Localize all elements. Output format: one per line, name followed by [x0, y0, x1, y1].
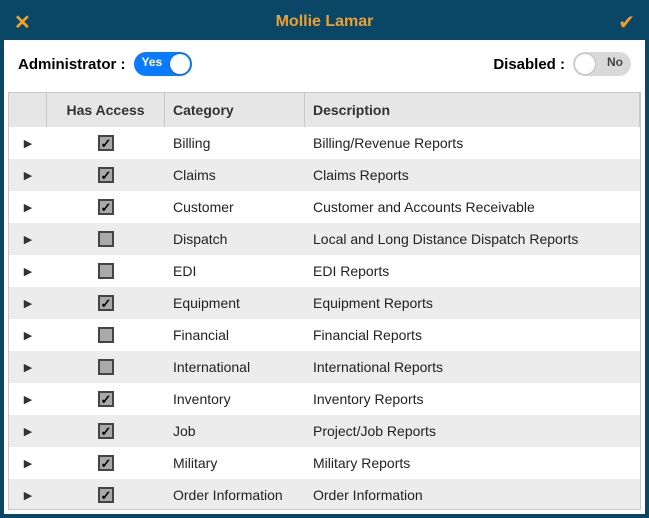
table-row[interactable]: ▶ InternationalInternational Reports — [9, 351, 640, 383]
table-row[interactable]: ▶ JobProject/Job Reports — [9, 415, 640, 447]
description-cell: Inventory Reports — [305, 383, 640, 415]
table-row[interactable]: ▶ MilitaryMilitary Reports — [9, 447, 640, 479]
table-row[interactable]: ▶ ClaimsClaims Reports — [9, 159, 640, 191]
description-cell: EDI Reports — [305, 255, 640, 287]
description-cell: Claims Reports — [305, 159, 640, 191]
expand-icon[interactable]: ▶ — [9, 287, 47, 319]
description-cell: Customer and Accounts Receivable — [305, 191, 640, 223]
administrator-group: Administrator : Yes — [18, 52, 192, 76]
has-access-cell — [47, 351, 165, 383]
expand-icon[interactable]: ▶ — [9, 191, 47, 223]
expand-icon[interactable]: ▶ — [9, 351, 47, 383]
disabled-toggle-text: No — [607, 55, 623, 69]
confirm-icon[interactable]: ✔ — [618, 10, 635, 35]
category-cell: Financial — [165, 319, 305, 351]
toggle-knob — [575, 54, 595, 74]
dialog-title: Mollie Lamar — [276, 13, 374, 31]
description-cell: Local and Long Distance Dispatch Reports — [305, 223, 640, 255]
category-cell: International — [165, 351, 305, 383]
table-row[interactable]: ▶ EquipmentEquipment Reports — [9, 287, 640, 319]
table-row[interactable]: ▶ FinancialFinancial Reports — [9, 319, 640, 351]
expand-icon[interactable]: ▶ — [9, 223, 47, 255]
has-access-cell — [47, 255, 165, 287]
expand-icon[interactable]: ▶ — [9, 479, 47, 509]
col-category[interactable]: Category — [165, 93, 305, 127]
category-cell: EDI — [165, 255, 305, 287]
access-checkbox[interactable] — [98, 135, 114, 151]
permissions-dialog: ✕ Mollie Lamar ✔ Administrator : Yes Dis… — [0, 0, 649, 518]
access-checkbox[interactable] — [98, 487, 114, 503]
toggle-knob — [170, 54, 190, 74]
expand-icon[interactable]: ▶ — [9, 319, 47, 351]
col-expand — [9, 93, 47, 127]
table-header: Has Access Category Description — [9, 93, 640, 127]
table-row[interactable]: ▶ DispatchLocal and Long Distance Dispatc… — [9, 223, 640, 255]
has-access-cell — [47, 223, 165, 255]
has-access-cell — [47, 127, 165, 159]
category-cell: Equipment — [165, 287, 305, 319]
table-body[interactable]: ▶ BillingBilling/Revenue Reports ▶ ClaimsCl… — [9, 127, 640, 509]
description-cell: Project/Job Reports — [305, 415, 640, 447]
switch-bar: Administrator : Yes Disabled : No — [4, 40, 645, 88]
access-checkbox[interactable] — [98, 423, 114, 439]
close-icon[interactable]: ✕ — [14, 10, 31, 35]
category-cell: Claims — [165, 159, 305, 191]
has-access-cell — [47, 415, 165, 447]
category-cell: Customer — [165, 191, 305, 223]
has-access-cell — [47, 319, 165, 351]
access-checkbox[interactable] — [98, 231, 114, 247]
disabled-label: Disabled : — [493, 56, 565, 73]
access-checkbox[interactable] — [98, 199, 114, 215]
access-checkbox[interactable] — [98, 295, 114, 311]
expand-icon[interactable]: ▶ — [9, 255, 47, 287]
table-row[interactable]: ▶ InventoryInventory Reports — [9, 383, 640, 415]
access-checkbox[interactable] — [98, 391, 114, 407]
has-access-cell — [47, 479, 165, 509]
access-checkbox[interactable] — [98, 359, 114, 375]
permissions-table: Has Access Category Description ▶ Billing… — [8, 92, 641, 510]
has-access-cell — [47, 191, 165, 223]
table-row[interactable]: ▶ Order InformationOrder Information — [9, 479, 640, 509]
title-bar: ✕ Mollie Lamar ✔ — [4, 4, 645, 40]
col-description[interactable]: Description — [305, 93, 640, 127]
access-checkbox[interactable] — [98, 167, 114, 183]
col-has-access[interactable]: Has Access — [47, 93, 165, 127]
description-cell: Equipment Reports — [305, 287, 640, 319]
expand-icon[interactable]: ▶ — [9, 447, 47, 479]
description-cell: Order Information — [305, 479, 640, 509]
administrator-toggle[interactable]: Yes — [134, 52, 192, 76]
administrator-toggle-text: Yes — [142, 55, 163, 69]
table-row[interactable]: ▶ CustomerCustomer and Accounts Receivabl… — [9, 191, 640, 223]
description-cell: International Reports — [305, 351, 640, 383]
disabled-group: Disabled : No — [493, 52, 631, 76]
has-access-cell — [47, 287, 165, 319]
category-cell: Order Information — [165, 479, 305, 509]
access-checkbox[interactable] — [98, 263, 114, 279]
category-cell: Military — [165, 447, 305, 479]
description-cell: Financial Reports — [305, 319, 640, 351]
category-cell: Inventory — [165, 383, 305, 415]
description-cell: Billing/Revenue Reports — [305, 127, 640, 159]
expand-icon[interactable]: ▶ — [9, 383, 47, 415]
table-row[interactable]: ▶ EDIEDI Reports — [9, 255, 640, 287]
table-row[interactable]: ▶ BillingBilling/Revenue Reports — [9, 127, 640, 159]
access-checkbox[interactable] — [98, 327, 114, 343]
administrator-label: Administrator : — [18, 56, 126, 73]
has-access-cell — [47, 159, 165, 191]
has-access-cell — [47, 383, 165, 415]
expand-icon[interactable]: ▶ — [9, 127, 47, 159]
access-checkbox[interactable] — [98, 455, 114, 471]
category-cell: Job — [165, 415, 305, 447]
category-cell: Billing — [165, 127, 305, 159]
has-access-cell — [47, 447, 165, 479]
description-cell: Military Reports — [305, 447, 640, 479]
disabled-toggle[interactable]: No — [573, 52, 631, 76]
expand-icon[interactable]: ▶ — [9, 415, 47, 447]
category-cell: Dispatch — [165, 223, 305, 255]
expand-icon[interactable]: ▶ — [9, 159, 47, 191]
